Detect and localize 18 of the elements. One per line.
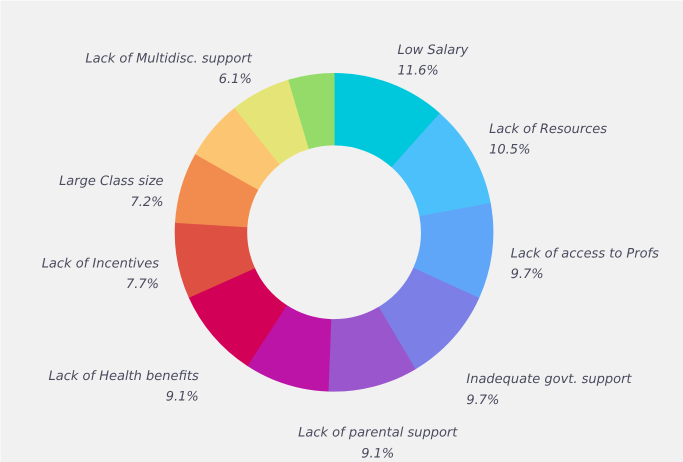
data-label: 9.1% (361, 446, 394, 462)
data-label: 7.7% (126, 277, 160, 292)
slice-label: Lack of Multidisc. support (85, 51, 253, 66)
data-label: 9.7% (510, 267, 544, 282)
slice-label: Lack of Incentives (42, 256, 160, 272)
data-label: 9.7% (466, 392, 500, 408)
slice-label: Inadequate govt. support (466, 372, 632, 388)
slice-label: Lack of parental support (298, 426, 458, 441)
data-label: 6.1% (218, 72, 252, 87)
slice-label: Lack of Health benefits (48, 368, 200, 384)
slice-label: Lack of access to Profs (510, 246, 660, 262)
data-label: 11.6% (397, 63, 439, 78)
slice-label: Large Class size (59, 174, 164, 190)
slice-label: Low Salary (397, 42, 469, 58)
data-label: 10.5% (489, 142, 530, 158)
data-label: 9.1% (166, 389, 199, 404)
data-label: 7.2% (130, 194, 164, 210)
slice-label: Lack of Resources (489, 122, 608, 137)
